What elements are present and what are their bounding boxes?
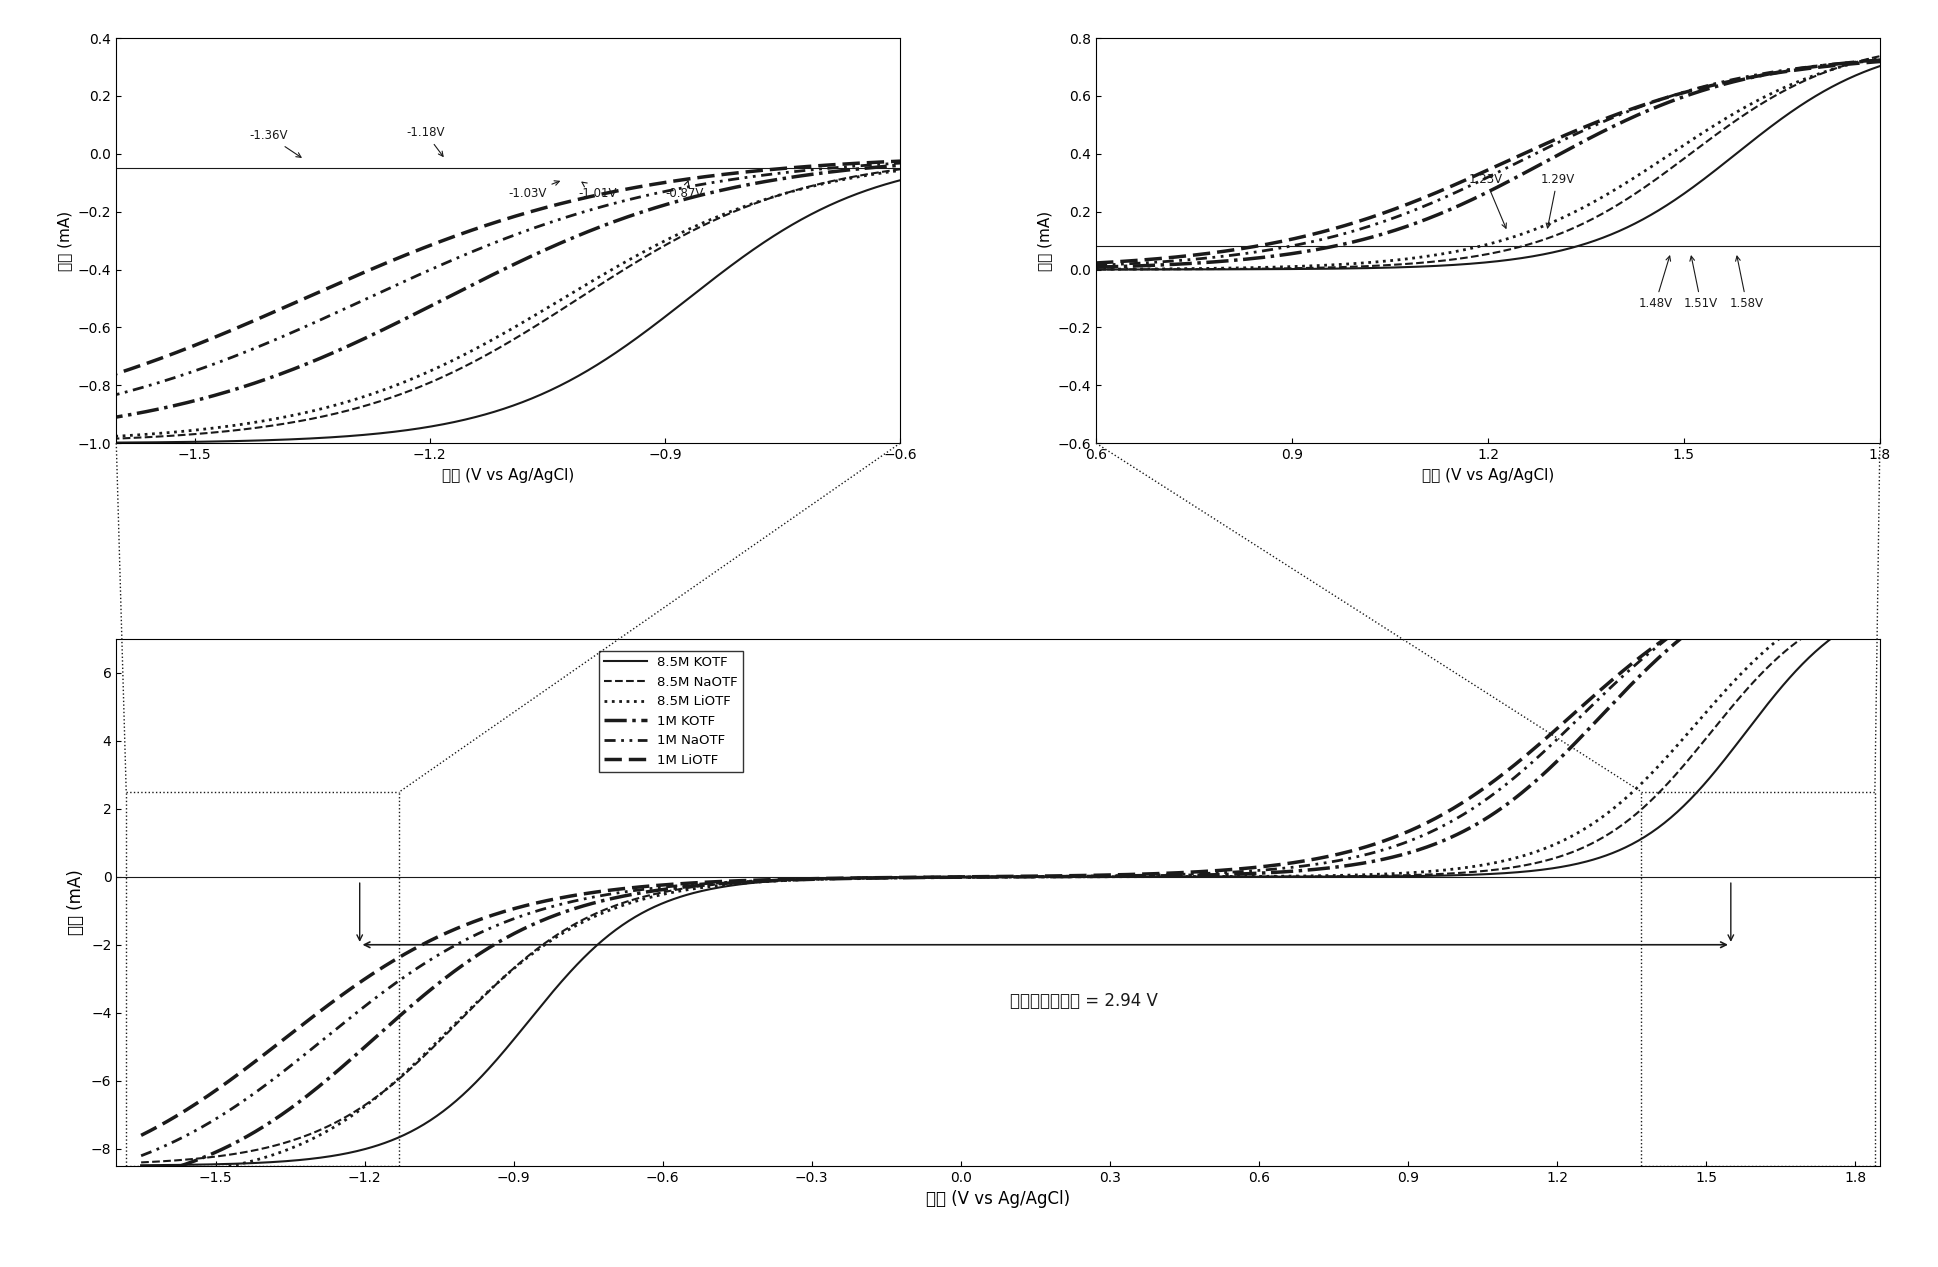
8.5M NaOTF bbox=[234, 1144, 258, 1159]
1M NaOTF bbox=[1614, 666, 1638, 682]
1M LiOTF bbox=[1614, 661, 1638, 677]
1M LiOTF bbox=[1176, 864, 1200, 879]
1M KOTF bbox=[1436, 831, 1459, 846]
1M KOTF bbox=[1853, 556, 1876, 571]
8.5M LiOTF bbox=[1227, 869, 1250, 884]
1M NaOTF bbox=[1176, 867, 1200, 882]
1M KOTF bbox=[1227, 867, 1250, 882]
Text: 1.23V: 1.23V bbox=[1469, 172, 1506, 228]
Text: 1.29V: 1.29V bbox=[1541, 172, 1574, 228]
8.5M LiOTF bbox=[1130, 869, 1153, 884]
8.5M KOTF bbox=[1130, 869, 1153, 884]
Y-axis label: 电流 (mA): 电流 (mA) bbox=[1037, 210, 1052, 271]
1M NaOTF bbox=[1227, 864, 1250, 879]
8.5M NaOTF bbox=[1176, 869, 1200, 884]
8.5M LiOTF bbox=[1176, 869, 1200, 884]
1M LiOTF bbox=[130, 1128, 153, 1143]
8.5M KOTF bbox=[1227, 869, 1250, 884]
1M NaOTF bbox=[1130, 868, 1153, 883]
1M LiOTF bbox=[1853, 559, 1876, 574]
8.5M LiOTF bbox=[130, 1169, 153, 1185]
1M KOTF bbox=[1176, 868, 1200, 883]
Line: 8.5M NaOTF: 8.5M NaOTF bbox=[141, 607, 1864, 1162]
Text: -1.03V: -1.03V bbox=[508, 181, 560, 200]
8.5M NaOTF bbox=[1436, 865, 1459, 881]
8.5M LiOTF bbox=[1614, 791, 1638, 806]
Line: 1M NaOTF: 1M NaOTF bbox=[141, 564, 1864, 1156]
1M NaOTF bbox=[1436, 816, 1459, 831]
1M LiOTF bbox=[1436, 803, 1459, 818]
Line: 8.5M LiOTF: 8.5M LiOTF bbox=[141, 593, 1864, 1177]
8.5M NaOTF bbox=[1853, 599, 1876, 614]
1M LiOTF bbox=[1130, 867, 1153, 882]
8.5M NaOTF bbox=[1227, 869, 1250, 884]
Y-axis label: 电流 (mA): 电流 (mA) bbox=[68, 869, 85, 935]
Legend: 8.5M KOTF, 8.5M NaOTF, 8.5M LiOTF, 1M KOTF, 1M NaOTF, 1M LiOTF: 8.5M KOTF, 8.5M NaOTF, 8.5M LiOTF, 1M KO… bbox=[599, 651, 742, 773]
1M KOTF bbox=[1130, 868, 1153, 883]
8.5M NaOTF bbox=[1130, 869, 1153, 884]
8.5M NaOTF bbox=[130, 1154, 153, 1169]
8.5M KOTF bbox=[1176, 869, 1200, 884]
Y-axis label: 电流 (mA): 电流 (mA) bbox=[58, 210, 72, 271]
1M KOTF bbox=[130, 1169, 153, 1185]
1M KOTF bbox=[234, 1129, 258, 1144]
8.5M KOTF bbox=[1853, 611, 1876, 626]
Text: 1.48V: 1.48V bbox=[1638, 256, 1672, 310]
Text: 电化学稳定窗口 = 2.94 V: 电化学稳定窗口 = 2.94 V bbox=[1010, 992, 1159, 1010]
Line: 1M LiOTF: 1M LiOTF bbox=[141, 566, 1864, 1135]
X-axis label: 电压 (V vs Ag/AgCl): 电压 (V vs Ag/AgCl) bbox=[1422, 468, 1554, 483]
Line: 1M KOTF: 1M KOTF bbox=[141, 564, 1864, 1177]
1M NaOTF bbox=[130, 1148, 153, 1163]
8.5M KOTF bbox=[130, 1158, 153, 1173]
1M LiOTF bbox=[1227, 862, 1250, 877]
Text: -1.18V: -1.18V bbox=[407, 127, 446, 156]
1M KOTF bbox=[1614, 683, 1638, 698]
Text: -1.01V: -1.01V bbox=[579, 182, 616, 200]
8.5M KOTF bbox=[1436, 868, 1459, 883]
Text: -0.87V: -0.87V bbox=[665, 181, 703, 200]
Text: 1.58V: 1.58V bbox=[1729, 256, 1764, 310]
Line: 8.5M KOTF: 8.5M KOTF bbox=[141, 618, 1864, 1166]
8.5M LiOTF bbox=[1436, 862, 1459, 877]
8.5M NaOTF bbox=[1614, 815, 1638, 830]
Text: 1.51V: 1.51V bbox=[1684, 256, 1717, 310]
8.5M KOTF bbox=[234, 1156, 258, 1171]
8.5M LiOTF bbox=[1853, 585, 1876, 601]
8.5M KOTF bbox=[1614, 840, 1638, 855]
X-axis label: 电压 (V vs Ag/AgCl): 电压 (V vs Ag/AgCl) bbox=[442, 468, 574, 483]
1M NaOTF bbox=[234, 1091, 258, 1106]
8.5M LiOTF bbox=[234, 1154, 258, 1169]
1M NaOTF bbox=[1853, 556, 1876, 571]
1M LiOTF bbox=[234, 1060, 258, 1076]
Text: -1.36V: -1.36V bbox=[250, 129, 300, 157]
X-axis label: 电压 (V vs Ag/AgCl): 电压 (V vs Ag/AgCl) bbox=[926, 1190, 1070, 1207]
